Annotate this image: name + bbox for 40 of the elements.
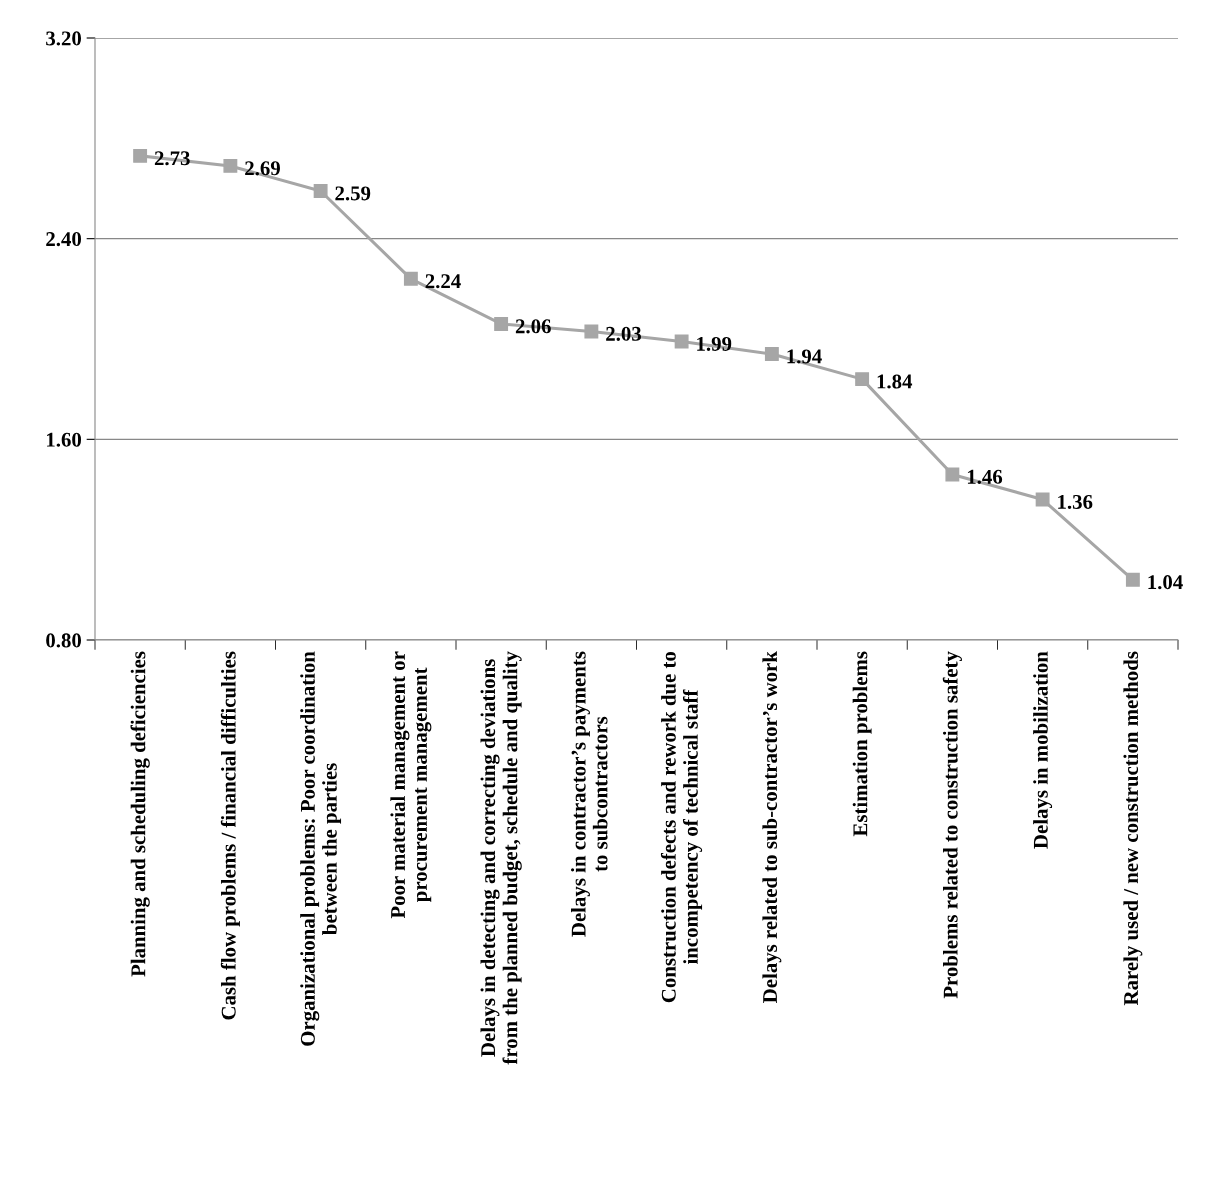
point [403,271,418,286]
x-tick-label: Delays related to sub-contractor’s work [762,651,782,1003]
x-tick-label: Planning and scheduling deficiencies [130,651,150,977]
data-label: 1.94 [787,349,822,364]
x-tick-label: Organizational problems: Poor coordination between the parties [300,651,342,1046]
x-tick-label: Delays in detecting and correcting deviations from the planned budget, schedule and quality [480,651,522,1065]
data-label: 1.99 [697,336,732,351]
data-label: 2.73 [154,151,190,166]
data-label: 2.03 [606,326,642,341]
data-label: 1.36 [1058,494,1093,510]
point [584,324,599,339]
y-tick-label: 1.60 [47,432,82,447]
point [945,467,960,482]
point [223,158,238,173]
point [313,184,328,198]
data-label: 2.69 [245,161,280,176]
point [1035,492,1050,507]
point [855,372,870,387]
x-tick-label: Delays in contractor’s payments to subcontractors [571,651,608,937]
y-tick-label: 2.40 [46,232,82,247]
point [674,334,689,349]
x-tick-label: Rarely used / new construction methods [1123,651,1143,1006]
x-tick-label: Estimation problems [852,651,872,837]
data-label: 2.24 [425,274,461,289]
data-label: 1.84 [877,374,913,389]
data-label: 2.06 [515,319,551,334]
data-label: 1.04 [1148,575,1183,590]
x-tick-label: Problems related to construction safety [942,651,962,999]
point [133,148,148,163]
point [764,347,779,361]
x-tick-label: Poor material management or procurement management [390,651,432,919]
x-tick-label: Cash flow problems / financial difficulties [220,651,240,1020]
point [1125,572,1140,587]
x-tick-label: Delays in mobilization [1033,651,1053,849]
point [494,317,509,331]
x-tick-label: Construction defects and rework due to incompetency of technical staff [660,651,703,1003]
data-label: 2.59 [335,186,371,201]
y-tick-label: 3.20 [46,31,82,46]
y-tick-label: 0.80 [46,633,82,648]
data-label: 1.46 [967,469,1003,484]
